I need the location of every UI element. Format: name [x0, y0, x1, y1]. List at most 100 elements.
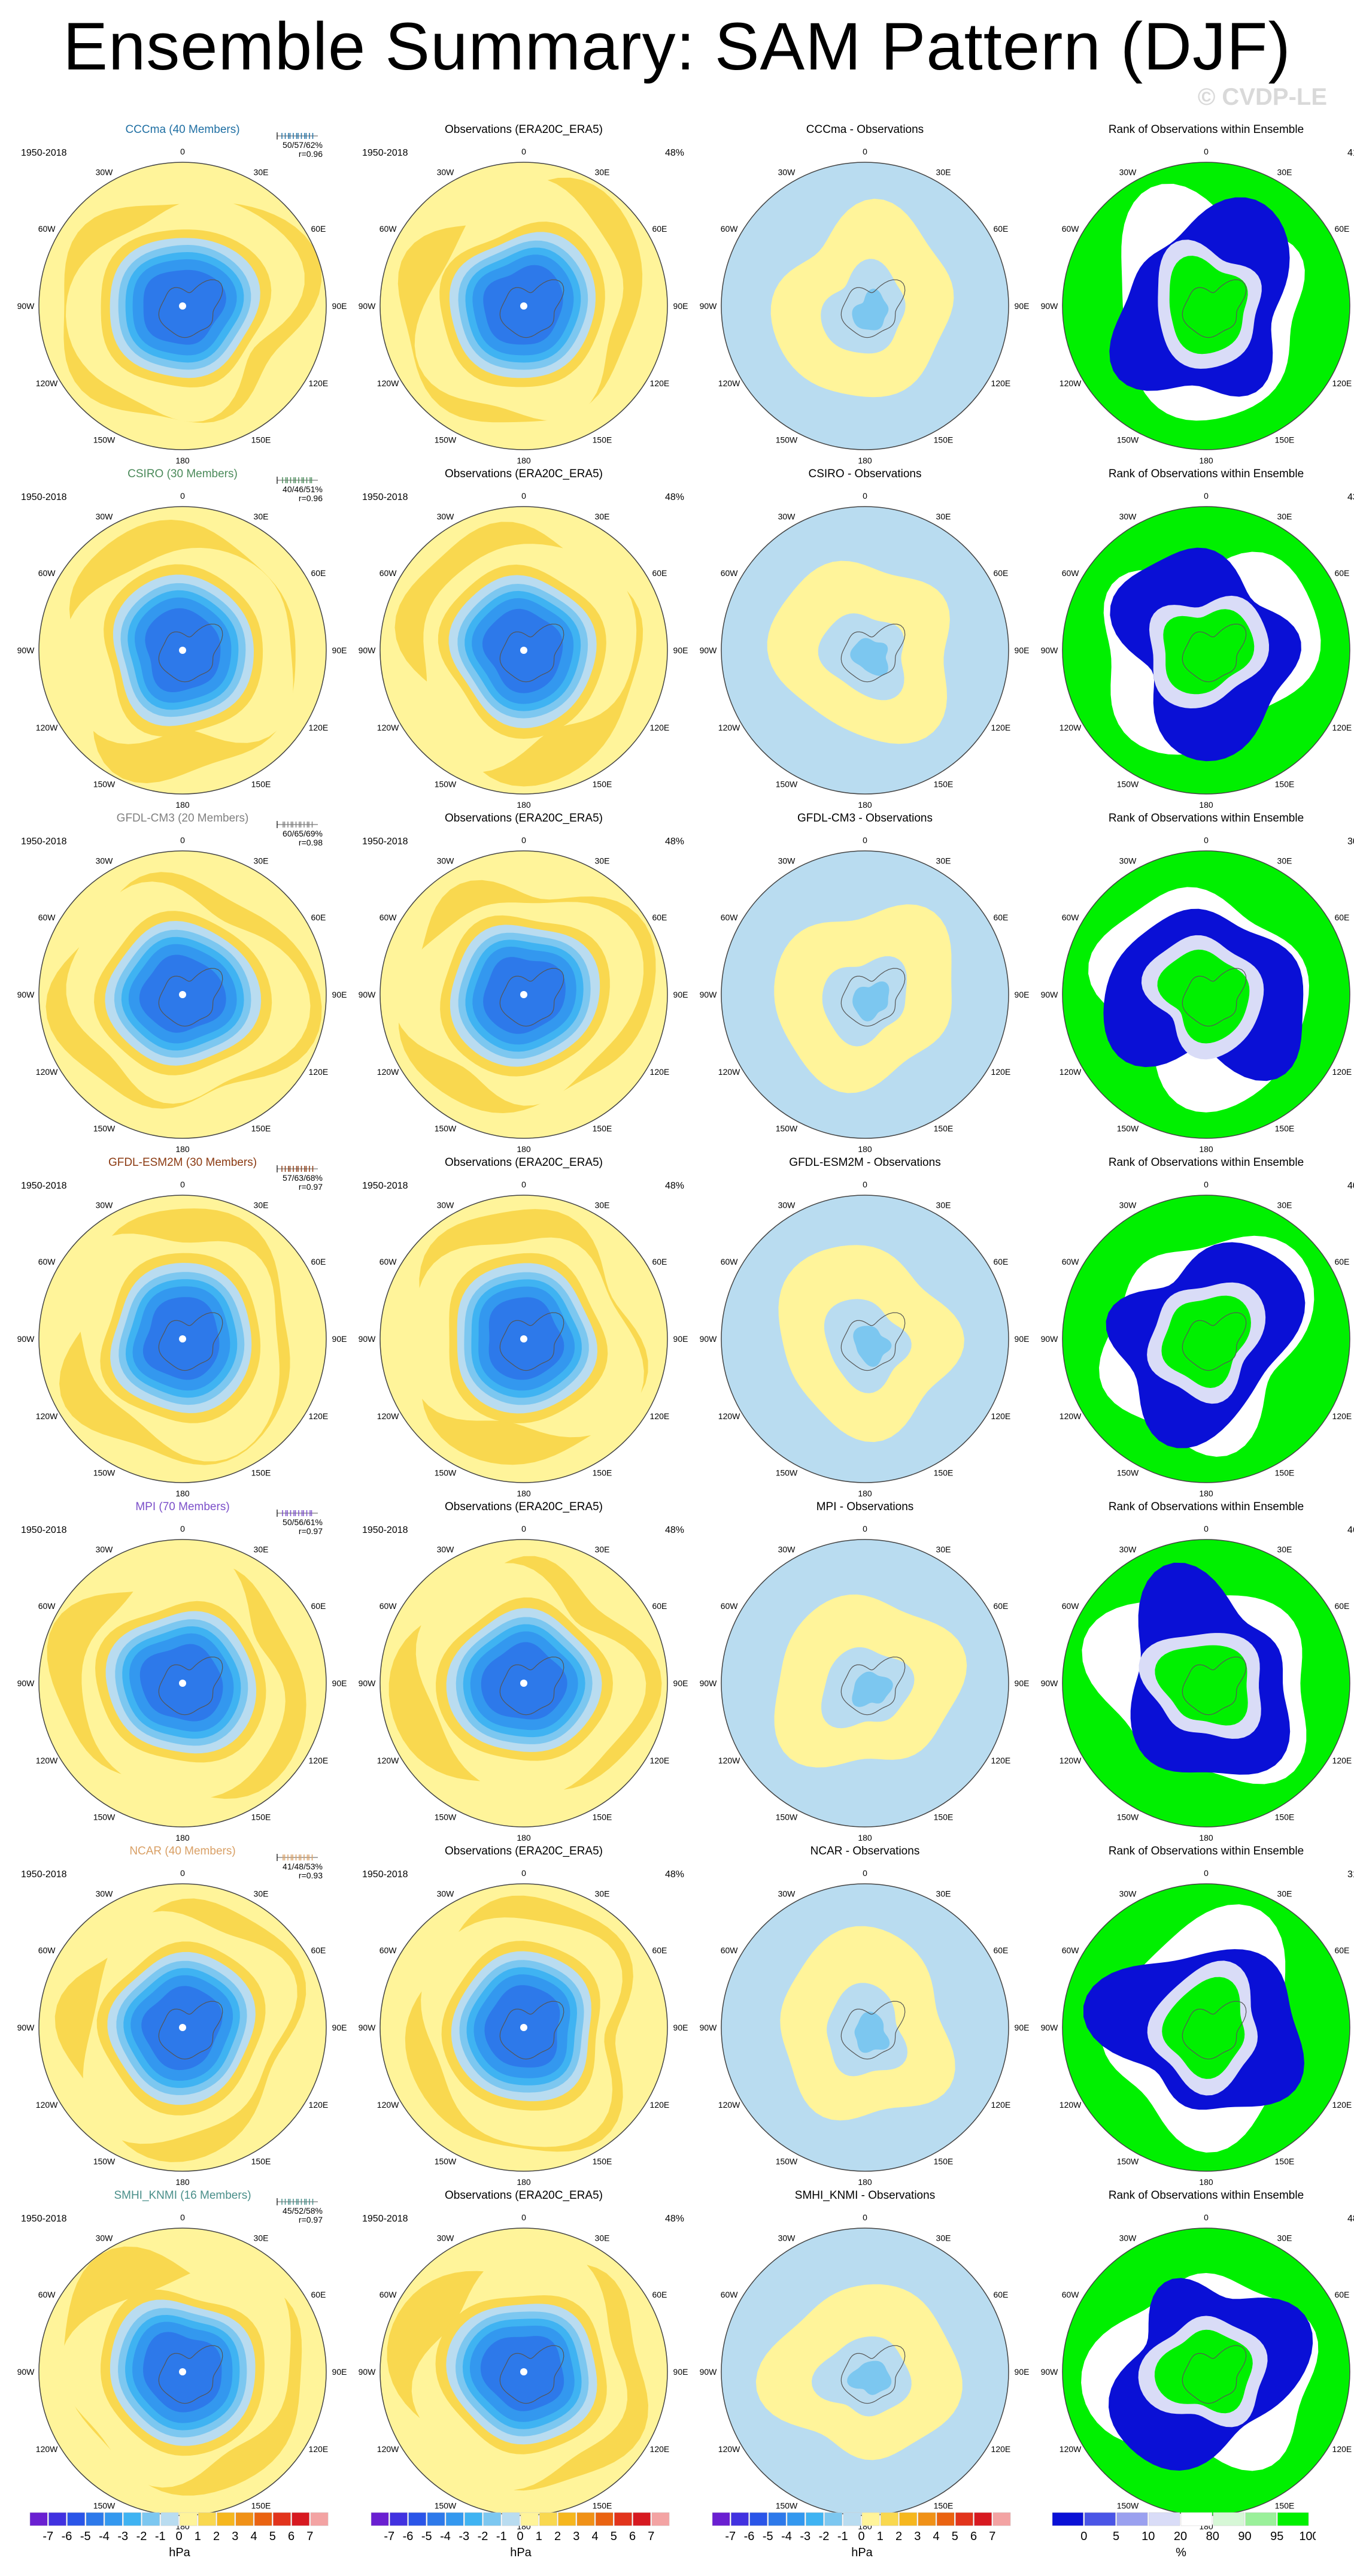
lon-label: 180: [858, 2177, 872, 2186]
lon-label: 30W: [96, 856, 114, 866]
lon-label: 30E: [254, 856, 269, 866]
lon-label: 90W: [1041, 645, 1059, 655]
lon-label: 180: [517, 456, 531, 464]
pct-range: 41/48/53%: [283, 1862, 323, 1871]
colorbar-swatch: [881, 2512, 898, 2526]
colorbar-swatch: [310, 2512, 329, 2526]
ensemble-stats: 40/46/51% r=0.96: [263, 485, 323, 503]
contour-negative: [852, 289, 889, 331]
lon-label: 30E: [1277, 1201, 1292, 1210]
lon-label: 60E: [1334, 1945, 1349, 1955]
colorbar-swatch: [899, 2512, 918, 2526]
lon-label: 0: [863, 1180, 867, 1189]
lon-label: 150E: [1275, 1468, 1295, 1477]
colorbar-swatch: [539, 2512, 557, 2526]
map-panel-r3-c1: Observations (ERA20C_ERA5) 1950-2018 48% 0 3…: [356, 1156, 691, 1497]
pole-marker: [520, 647, 527, 654]
colorbar-tick: 1: [877, 2530, 884, 2543]
lon-label: 150W: [93, 435, 116, 444]
colorbar-swatch: [576, 2512, 595, 2526]
lon-label: 120W: [377, 1067, 399, 1077]
coastline: [840, 1656, 906, 1716]
panel-title: CSIRO - Observations: [808, 468, 922, 480]
coastline: [499, 1312, 564, 1371]
lon-label: 60E: [1334, 1601, 1349, 1611]
colorbar-units: hPa: [510, 2546, 532, 2559]
lon-label: 120E: [1332, 723, 1352, 732]
pct-range: 50/56/61%: [283, 1517, 323, 1527]
colorbar-swatch: [179, 2512, 198, 2526]
contour-negative: [854, 2011, 890, 2053]
contour-negative: [847, 2360, 892, 2395]
lon-label: 0: [1204, 1180, 1209, 1189]
period-label: 1950-2018: [362, 492, 408, 502]
lon-label: 150W: [1117, 1123, 1139, 1133]
map-panel-r2-c2: GFDL-CM3 - Observations 0 30E 60E 90E 120E 150…: [697, 811, 1033, 1153]
period-label: 1950-2018: [362, 1525, 408, 1535]
rank-field: [1062, 1195, 1350, 1483]
lon-label: 120E: [991, 2100, 1011, 2110]
map-panel-r2-c3: Rank of Observations within Ensemble 30% 0…: [1039, 811, 1354, 1153]
colorbar-swatch: [918, 2512, 936, 2526]
map-panel-r0-c3: Rank of Observations within Ensemble 41% 0…: [1039, 123, 1354, 464]
lon-label: 90E: [332, 645, 347, 655]
panel-title: Rank of Observations within Ensemble: [1108, 468, 1304, 480]
lon-label: 90W: [17, 2367, 35, 2377]
map-boundary: [1062, 1883, 1350, 2172]
variance-explained: 48%: [664, 2214, 684, 2224]
colorbar-swatch: [633, 2512, 651, 2526]
lon-label: 150E: [593, 2156, 612, 2166]
lon-label: 120W: [377, 378, 399, 388]
lon-label: 60W: [38, 568, 56, 578]
contour-field: [38, 1539, 327, 1828]
lon-label: 30W: [778, 168, 796, 177]
lon-label: 60W: [38, 2290, 56, 2299]
lon-label: 120W: [718, 2100, 740, 2110]
period-label: 1950-2018: [362, 148, 408, 158]
panel-title: GFDL-CM3 - Observations: [797, 812, 933, 825]
lon-label: 150E: [934, 1468, 954, 1477]
colorbar-rank: 0 5 10 20 80 90 95 100%: [1046, 2509, 1316, 2563]
colorbar-tick: -6: [403, 2530, 414, 2543]
coastline: [499, 968, 564, 1027]
colorbar-swatch: [273, 2512, 291, 2526]
lon-label: 0: [521, 2213, 526, 2222]
rank-percent: 30%: [1347, 837, 1354, 847]
lon-label: 180: [1199, 1833, 1213, 1841]
colorbar-swatch: [217, 2512, 235, 2526]
map-boundary: [38, 1883, 327, 2172]
rank-percent: 31%: [1347, 1869, 1354, 1880]
ensemble-spread-whisker: [277, 1510, 318, 1517]
map-panel-r2-c1: Observations (ERA20C_ERA5) 1950-2018 48% 0 3…: [356, 811, 691, 1153]
lon-label: 90W: [359, 2367, 377, 2377]
lon-label: 60E: [1334, 2290, 1349, 2299]
lon-label: 60E: [993, 1257, 1008, 1266]
panel-title: NCAR (40 Members): [129, 1845, 236, 1857]
colorbar-swatch: [731, 2512, 749, 2526]
map-panel-r5-c2: NCAR - Observations 0 30E 60E 90E 120E 150E 180…: [697, 1844, 1033, 2186]
ensemble-spread-whisker: [277, 1854, 318, 1861]
lon-label: 150E: [934, 779, 954, 789]
lon-label: 60W: [1062, 1601, 1080, 1611]
contour-field: [380, 850, 668, 1139]
map-boundary: [721, 1195, 1009, 1483]
lon-label: 120W: [36, 2100, 58, 2110]
lon-label: 90E: [673, 1678, 688, 1688]
colorbar-units: %: [1176, 2546, 1186, 2559]
lon-label: 60E: [1334, 568, 1349, 578]
coastline: [840, 279, 906, 338]
lon-label: 90E: [332, 1678, 347, 1688]
colorbar-swatch: [427, 2512, 445, 2526]
map-panel-r2-c0: GFDL-CM3 (20 Members) 1950-2018 60/65/69% r…: [15, 811, 350, 1153]
colorbar-swatch: [235, 2512, 254, 2526]
